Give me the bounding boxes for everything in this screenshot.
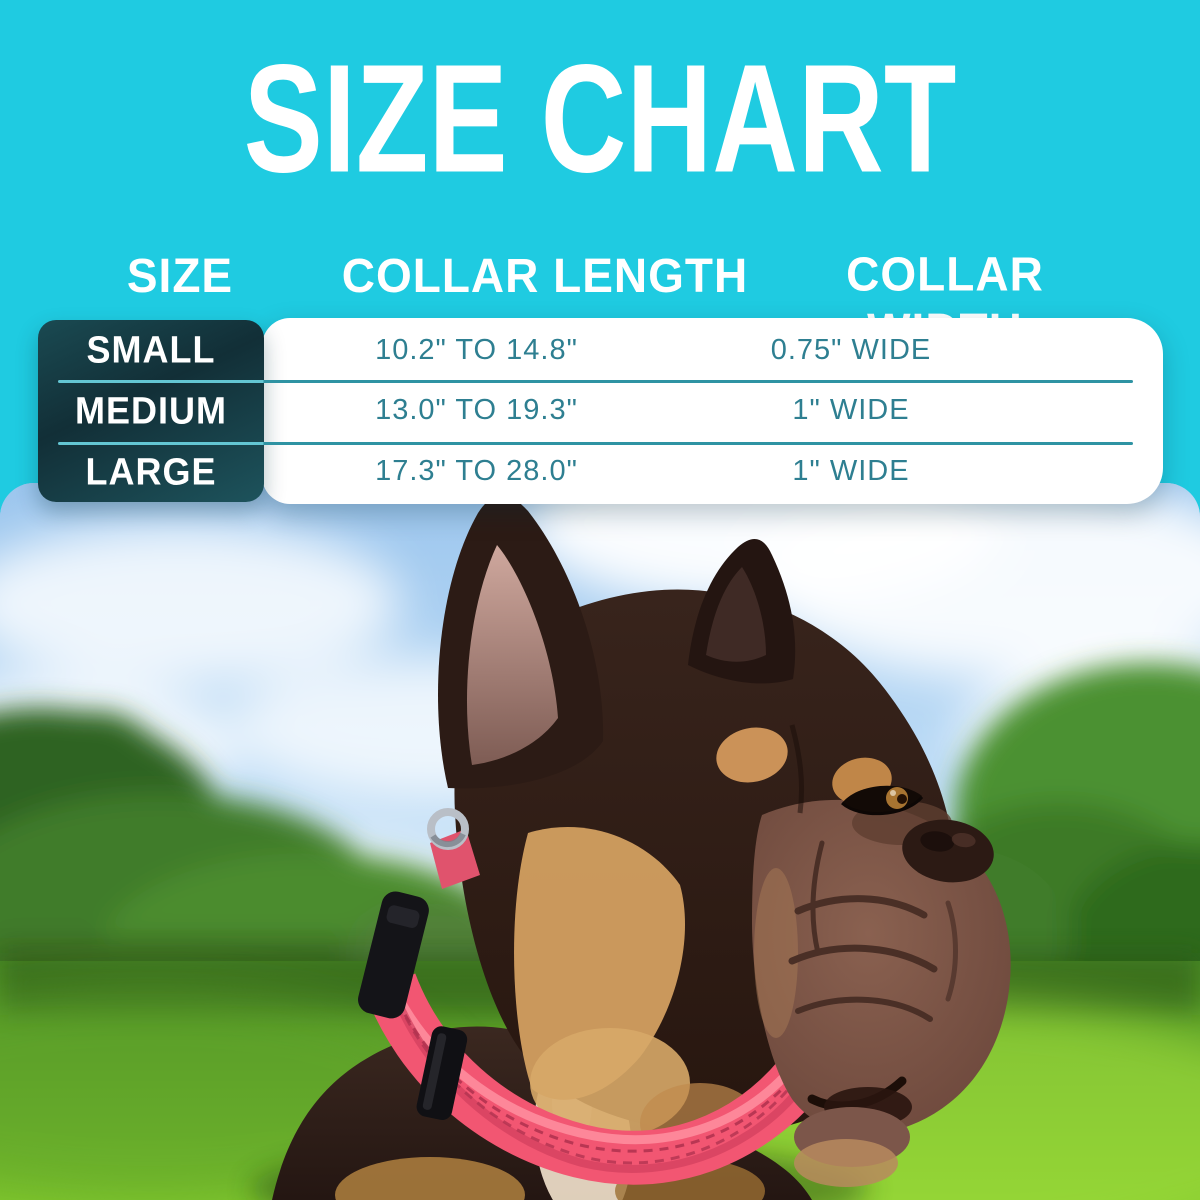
muzzle-wrinkles bbox=[788, 840, 958, 1022]
cell-large-length: 17.3" TO 28.0" bbox=[375, 455, 578, 488]
row-label-small: SMALL bbox=[86, 328, 216, 372]
dog-right-ear bbox=[688, 539, 796, 684]
column-header-size: SIZE bbox=[126, 247, 234, 303]
table-row-medium: MEDIUM 13.0" TO 19.3" 1" WIDE bbox=[38, 381, 1163, 442]
row-label-large: LARGE bbox=[85, 449, 217, 493]
dog-collar bbox=[358, 808, 821, 1185]
cell-medium-length: 13.0" TO 19.3" bbox=[375, 394, 578, 427]
table-row-small: SMALL 10.2" TO 14.8" 0.75" WIDE bbox=[38, 320, 1163, 381]
row-divider bbox=[58, 442, 1133, 445]
right-ear-inner bbox=[706, 567, 766, 662]
dog-eyebrow-spots bbox=[716, 724, 892, 814]
dog-muzzle bbox=[752, 799, 1011, 1187]
cell-medium-width: 1" WIDE bbox=[792, 394, 910, 427]
left-ear-inner bbox=[466, 545, 558, 765]
size-chart-table: SMALL 10.2" TO 14.8" 0.75" WIDE MEDIUM 1… bbox=[38, 320, 1163, 502]
dog-cheek-tan-patch bbox=[514, 827, 760, 1163]
column-header-collar-length: COLLAR LENGTH bbox=[341, 247, 749, 303]
collar-buckle bbox=[358, 891, 429, 1019]
dog-eye bbox=[841, 785, 924, 816]
row-label-medium: MEDIUM bbox=[75, 388, 227, 432]
collar-d-ring-shade bbox=[430, 832, 466, 848]
collar-stitching bbox=[389, 985, 797, 1153]
size-label-column bbox=[38, 320, 264, 502]
page-title: SIZE CHART bbox=[243, 32, 957, 205]
dog-photo bbox=[0, 483, 1200, 1200]
cell-large-width: 1" WIDE bbox=[792, 455, 910, 488]
row-divider bbox=[58, 380, 1133, 383]
dog-chin-tan bbox=[794, 1139, 898, 1187]
size-chart-panel bbox=[262, 318, 1163, 504]
dog-nose bbox=[902, 819, 994, 883]
dog-photo-illustration bbox=[0, 483, 1200, 1200]
table-column-headers: SIZE COLLAR LENGTH COLLAR WIDTH bbox=[0, 246, 1200, 357]
table-row-large: LARGE 17.3" TO 28.0" 1" WIDE bbox=[38, 441, 1163, 502]
collar-keeper-clip bbox=[416, 1026, 468, 1121]
dog bbox=[250, 495, 1011, 1200]
dog-left-ear bbox=[438, 495, 604, 789]
cell-small-width: 0.75" WIDE bbox=[770, 333, 932, 366]
collar-band-highlight bbox=[382, 971, 799, 1145]
cell-small-length: 10.2" TO 14.8" bbox=[375, 333, 578, 366]
